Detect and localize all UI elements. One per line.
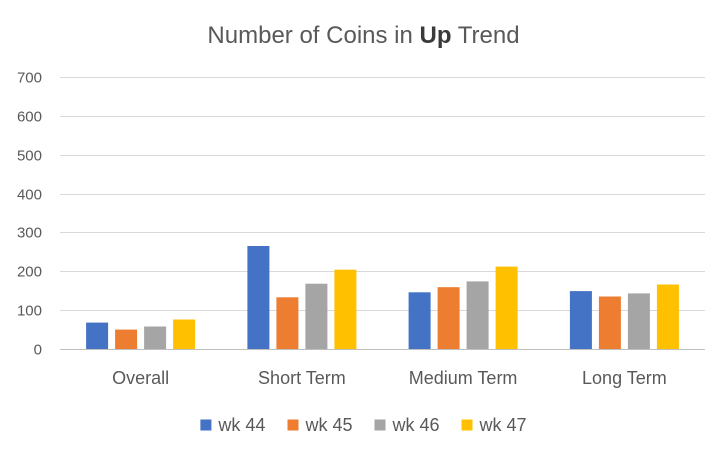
- x-category-label: Long Term: [582, 368, 667, 388]
- bar: [437, 287, 460, 349]
- bar: [276, 297, 299, 349]
- chart-title-emphasis: Up: [420, 22, 452, 49]
- bar: [598, 296, 621, 349]
- x-category-label: Medium Term: [409, 368, 518, 388]
- legend: wk 44 wk 45 wk 46 wk 47: [200, 415, 527, 435]
- bar: [656, 284, 679, 349]
- bar: [173, 319, 196, 349]
- bars: [86, 246, 679, 349]
- y-tick-label: 700: [17, 70, 42, 87]
- bar: [408, 292, 431, 349]
- bar: [627, 293, 650, 349]
- y-tick-label: 500: [17, 148, 42, 165]
- y-tick-label: 600: [17, 109, 42, 126]
- legend-label: wk 46: [392, 415, 440, 435]
- y-tick-label: 100: [17, 303, 42, 320]
- legend-label: wk 47: [479, 415, 527, 435]
- chart-title-prefix: Number of Coins in: [207, 22, 419, 49]
- y-tick-label: 0: [34, 342, 42, 359]
- bar: [86, 322, 109, 349]
- bar: [115, 329, 138, 349]
- gridlines: [60, 77, 705, 350]
- legend-swatch: [374, 419, 386, 431]
- bar: [466, 281, 489, 349]
- bar: [334, 269, 357, 349]
- y-axis-ticks: 0 100 200 300 400 500 600 700: [17, 70, 42, 359]
- bar: [495, 266, 518, 349]
- legend-label: wk 45: [305, 415, 353, 435]
- x-category-label: Short Term: [258, 368, 346, 388]
- bar: [247, 246, 270, 349]
- y-tick-label: 300: [17, 225, 42, 242]
- y-tick-label: 200: [17, 264, 42, 281]
- bar: [569, 291, 592, 349]
- bar: [144, 326, 167, 349]
- chart-title: Number of Coins in Up Trend: [207, 22, 519, 49]
- legend-label: wk 44: [217, 415, 265, 435]
- chart-title-suffix: Trend: [452, 22, 520, 49]
- x-axis-categories: Overall Short Term Medium Term Long Term: [112, 368, 667, 388]
- legend-swatch: [461, 419, 473, 431]
- bar: [305, 283, 328, 349]
- legend-swatch: [287, 419, 299, 431]
- legend-swatch: [200, 419, 212, 431]
- x-category-label: Overall: [112, 368, 169, 388]
- y-tick-label: 400: [17, 187, 42, 204]
